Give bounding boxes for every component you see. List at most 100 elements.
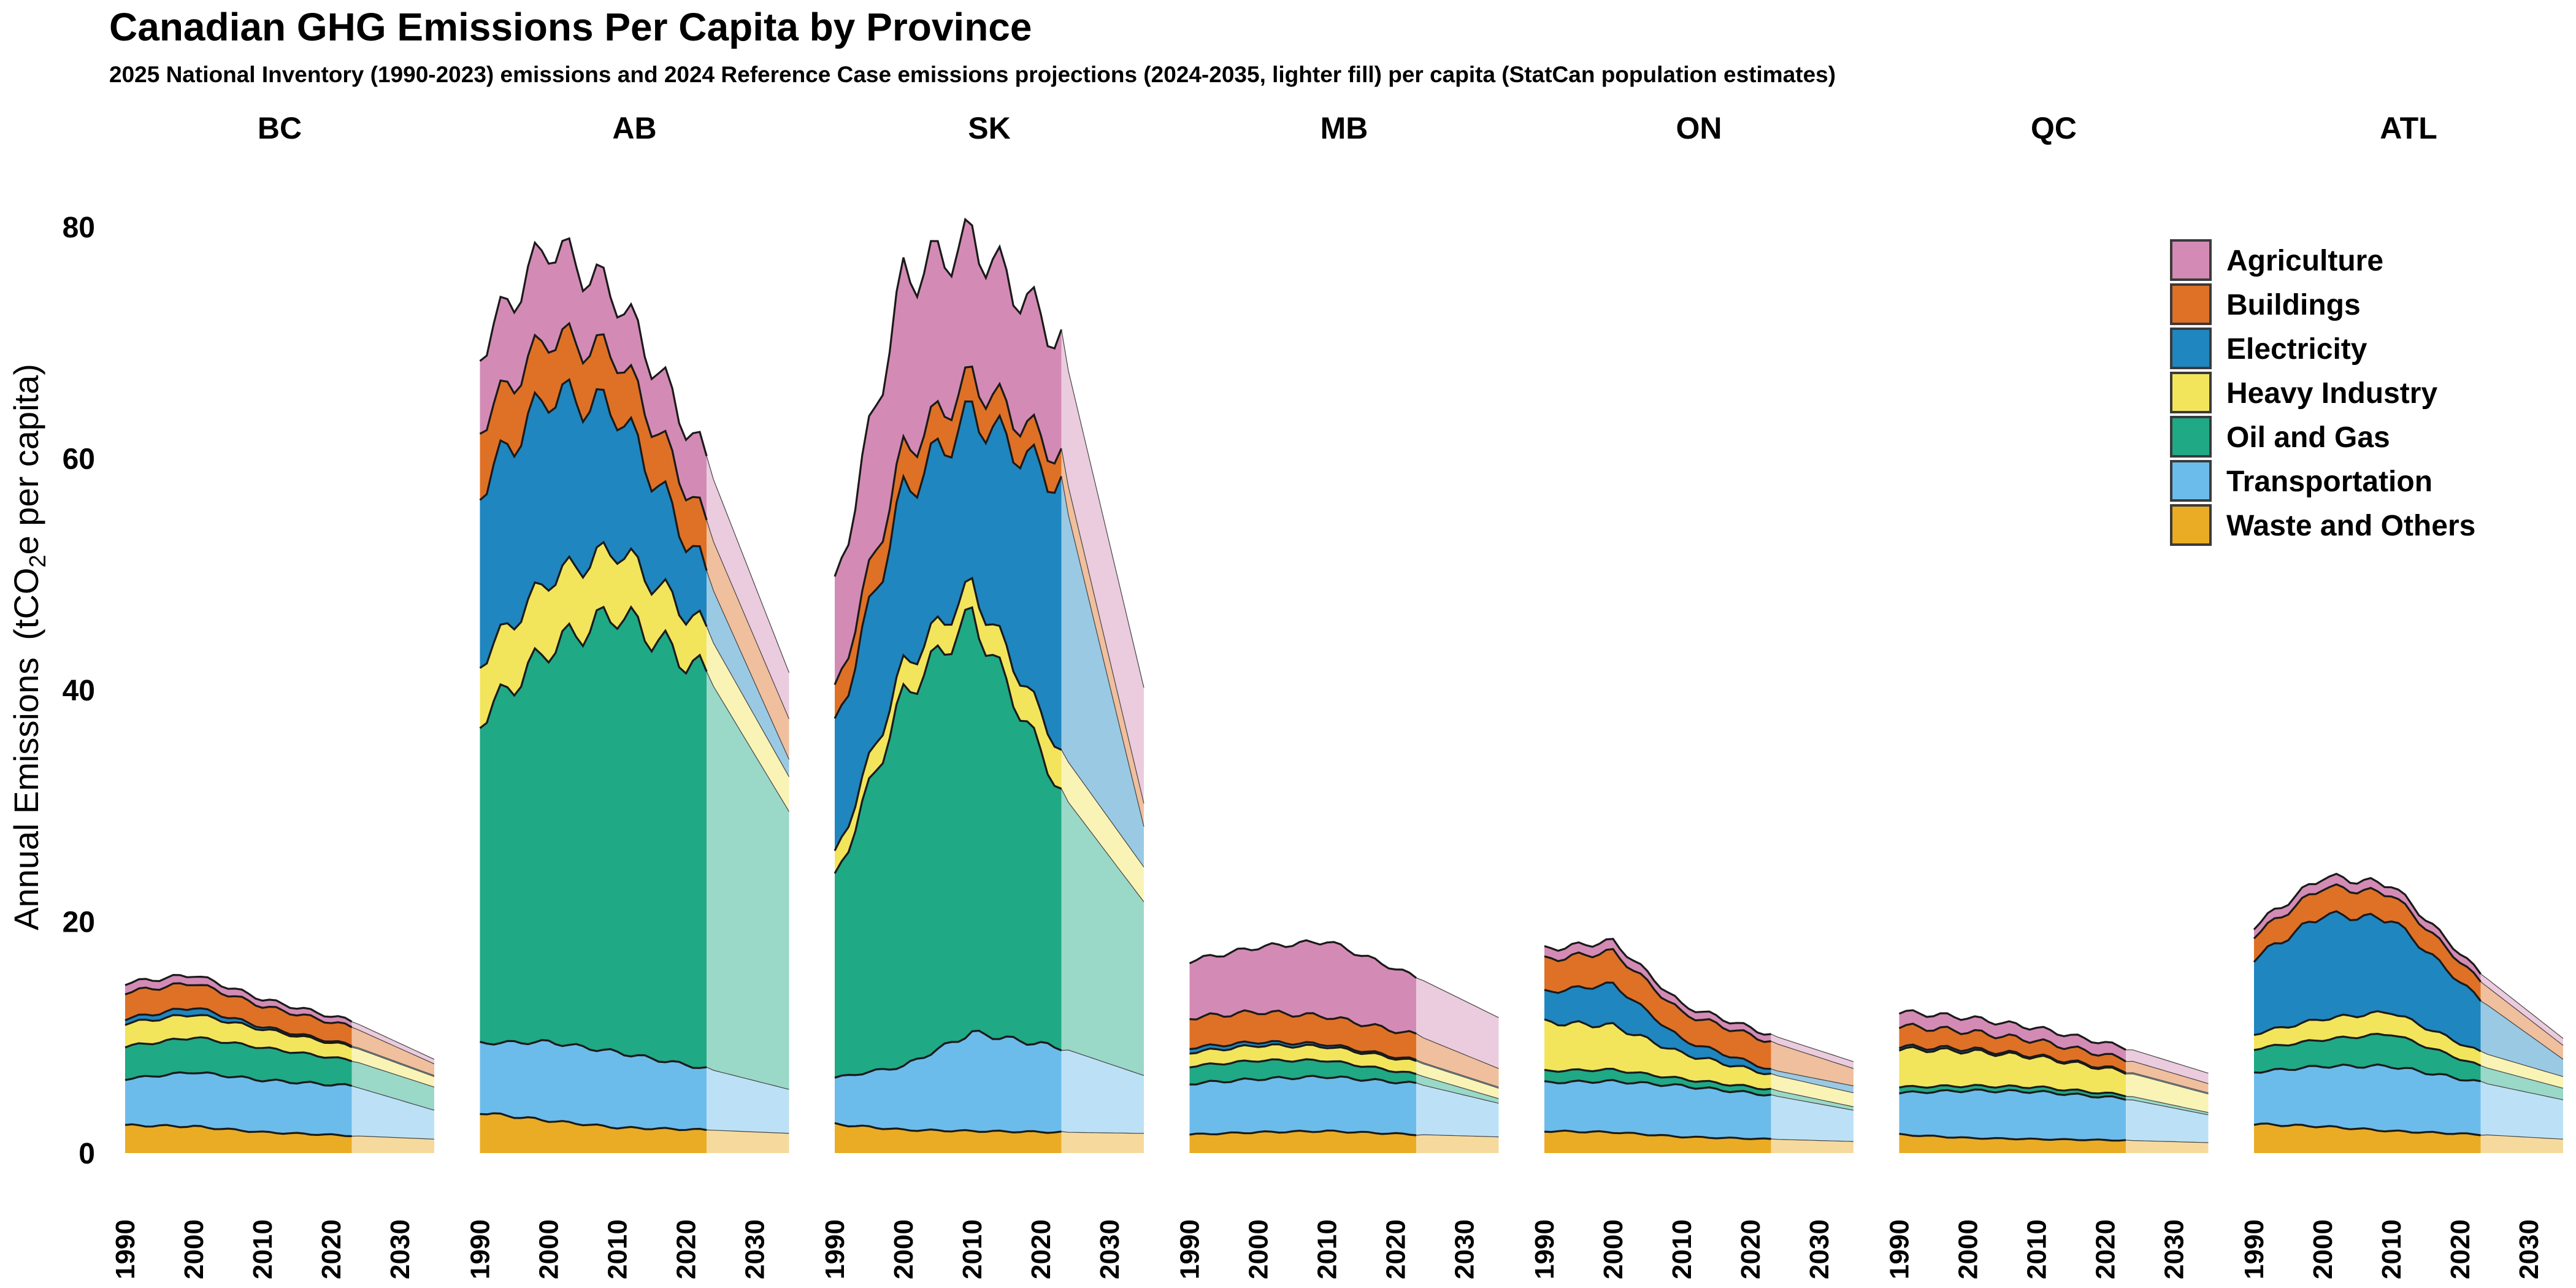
x-tick-label: 2020 bbox=[2091, 1219, 2121, 1279]
legend-label: Agriculture bbox=[2226, 245, 2383, 277]
area-agriculture-historical bbox=[1899, 1010, 2126, 1062]
boundary-line bbox=[479, 378, 708, 571]
y-axis-label-unit-prefix: (tCO bbox=[7, 568, 45, 640]
boundary-line-projection bbox=[351, 1046, 435, 1076]
panel-bc: BC 1990 2000 2010 2020 2030 bbox=[110, 111, 435, 1279]
x-tick-label: 2020 bbox=[316, 1219, 347, 1279]
boundary-line bbox=[1189, 1129, 1417, 1137]
boundary-line-projection bbox=[1416, 1073, 1499, 1099]
area-electricity-historical bbox=[1544, 983, 1771, 1075]
boundary-line bbox=[479, 321, 708, 521]
legend-swatch bbox=[2170, 283, 2212, 325]
area-waste-and-others-projection bbox=[1771, 1139, 1853, 1153]
legend-swatch bbox=[2170, 504, 2212, 546]
x-tick-label: 2000 bbox=[2308, 1219, 2338, 1279]
area-heavy-industry-historical bbox=[480, 542, 707, 729]
area-waste-and-others-projection bbox=[707, 1130, 789, 1153]
area-oil-and-gas-projection bbox=[707, 671, 789, 1090]
area-waste-and-others-projection bbox=[2480, 1135, 2563, 1153]
x-tick-label: 2020 bbox=[1026, 1219, 1056, 1279]
legend-label: Buildings bbox=[2226, 289, 2361, 321]
area-agriculture-projection bbox=[1416, 978, 1499, 1069]
boundary-line-projection bbox=[2480, 1134, 2564, 1140]
area-oil-and-gas-projection bbox=[1771, 1089, 1853, 1111]
boundary-line-projection bbox=[2126, 1049, 2209, 1074]
y-axis-label-main: Annual Emissions bbox=[7, 657, 45, 930]
boundary-line-projection bbox=[1771, 1088, 1854, 1108]
boundary-line-projection bbox=[2480, 1000, 2564, 1060]
area-transportation-historical bbox=[835, 1030, 1062, 1133]
x-tick-label: 2030 bbox=[2514, 1219, 2544, 1279]
area-agriculture-projection bbox=[2126, 1049, 2209, 1084]
y-axis-label: Annual Emissions (tCO2e per capita) bbox=[7, 364, 51, 930]
x-tick-label: 1990 bbox=[2239, 1219, 2269, 1279]
area-buildings-projection bbox=[707, 519, 789, 760]
boundary-line-projection bbox=[351, 1046, 435, 1077]
boundary-line bbox=[1899, 1088, 2126, 1101]
boundary-line bbox=[125, 1007, 353, 1048]
boundary-line-projection bbox=[706, 626, 790, 777]
area-waste-and-others-historical bbox=[125, 1124, 352, 1153]
chart-title: Canadian GHG Emissions Per Capita by Pro… bbox=[109, 5, 1032, 49]
boundary-line-projection bbox=[2126, 1099, 2209, 1116]
boundary-line-projection bbox=[1416, 977, 1499, 1018]
area-waste-and-others-historical bbox=[2254, 1123, 2481, 1153]
boundary-line-projection bbox=[351, 1021, 435, 1060]
boundary-line-projection bbox=[1771, 1073, 1854, 1094]
area-heavy-industry-historical bbox=[125, 1015, 352, 1062]
boundary-line-projection bbox=[706, 519, 790, 719]
legend: Agriculture Buildings Electricity Heavy Ind… bbox=[2170, 239, 2475, 546]
boundary-line bbox=[1898, 1046, 2126, 1075]
area-agriculture-historical bbox=[1544, 938, 1771, 1042]
boundary-line-projection bbox=[351, 1085, 435, 1111]
boundary-line bbox=[2253, 1032, 2482, 1067]
x-tick-label: 2010 bbox=[603, 1219, 633, 1279]
x-tick-label: 1990 bbox=[466, 1219, 496, 1279]
area-agriculture-historical bbox=[125, 975, 352, 1027]
x-tick-label: 1990 bbox=[820, 1219, 850, 1279]
boundary-line bbox=[125, 1123, 352, 1138]
panel-label: ATL bbox=[2380, 111, 2437, 145]
boundary-line bbox=[1544, 1068, 1771, 1091]
legend-swatch bbox=[2170, 416, 2212, 458]
boundary-line-projection bbox=[706, 1067, 789, 1090]
boundary-line bbox=[2253, 910, 2482, 1002]
panel-atl: ATL 1990 2000 2010 2020 2030 bbox=[2239, 111, 2564, 1279]
x-tick-label: 1990 bbox=[1175, 1219, 1205, 1279]
area-buildings-historical bbox=[125, 983, 352, 1046]
legend-item: Electricity bbox=[2170, 328, 2367, 369]
boundary-line bbox=[1898, 1043, 2126, 1074]
area-agriculture-projection bbox=[351, 1021, 434, 1064]
panel-on: ON 1990 2000 2010 2020 2030 bbox=[1530, 111, 1854, 1279]
area-electricity-historical bbox=[835, 401, 1062, 851]
area-agriculture-historical bbox=[835, 219, 1062, 685]
area-transportation-historical bbox=[2254, 1064, 2481, 1135]
boundary-line bbox=[1189, 1075, 1417, 1086]
x-tick-label: 2000 bbox=[1244, 1219, 1274, 1279]
area-heavy-industry-historical bbox=[1899, 1046, 2126, 1097]
x-tick-label: 2030 bbox=[740, 1219, 770, 1279]
boundary-line bbox=[125, 982, 353, 1029]
area-buildings-projection bbox=[1416, 1033, 1499, 1087]
boundary-line-projection bbox=[2480, 981, 2564, 1046]
boundary-line-projection bbox=[1416, 1060, 1499, 1089]
area-transportation-projection bbox=[1771, 1094, 1853, 1142]
area-heavy-industry-projection bbox=[2480, 1051, 2563, 1089]
boundary-line-projection bbox=[1416, 1059, 1499, 1087]
panel-label: SK bbox=[968, 111, 1010, 145]
boundary-line-projection bbox=[706, 456, 790, 673]
boundary-line bbox=[2253, 883, 2482, 983]
boundary-line bbox=[834, 606, 1062, 874]
area-waste-and-others-projection bbox=[351, 1136, 434, 1153]
boundary-line bbox=[1544, 938, 1771, 1036]
x-tick-label: 2000 bbox=[889, 1219, 919, 1279]
boundary-line-projection bbox=[1061, 788, 1144, 902]
legend-item: Transportation bbox=[2170, 460, 2432, 502]
area-agriculture-historical bbox=[480, 238, 707, 520]
chart-subtitle: 2025 National Inventory (1990-2023) emis… bbox=[109, 62, 1836, 87]
boundary-line-projection bbox=[707, 1129, 789, 1134]
x-tick-label: 2010 bbox=[2377, 1219, 2407, 1279]
boundary-line bbox=[834, 217, 1063, 577]
legend-item: Oil and Gas bbox=[2170, 416, 2390, 458]
